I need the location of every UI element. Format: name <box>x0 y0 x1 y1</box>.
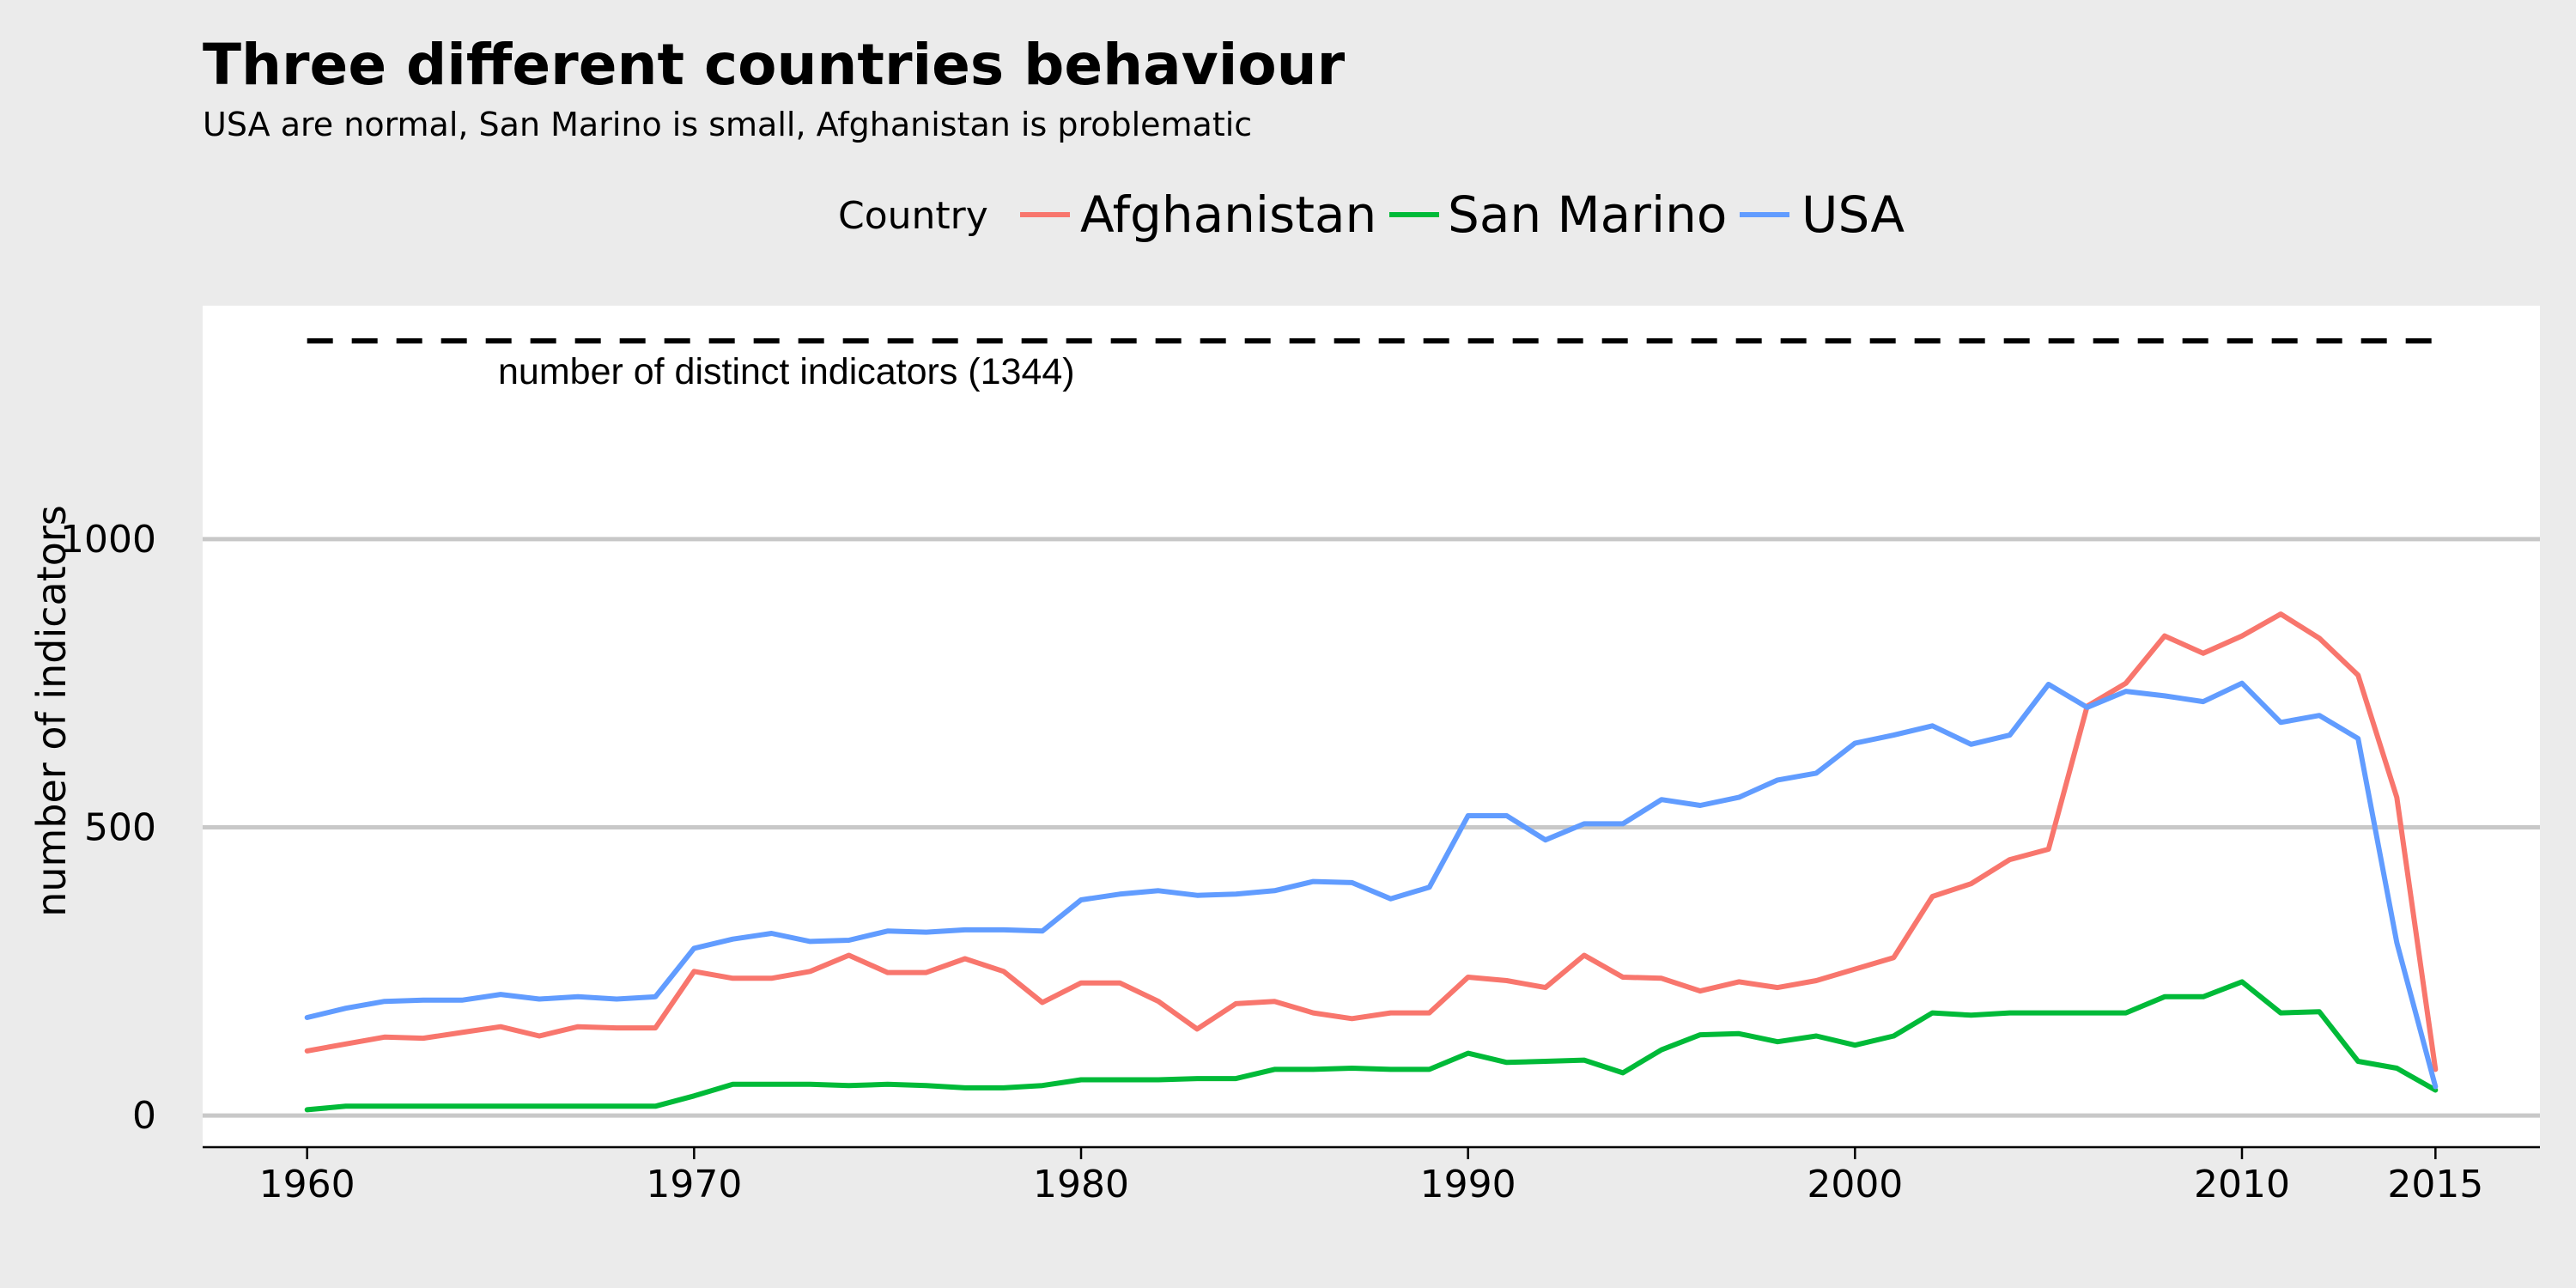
legend: Country Afghanistan San Marino USA <box>838 185 1905 244</box>
x-tick-label-1990: 1990 <box>1420 1163 1516 1206</box>
x-tick-label-1970: 1970 <box>646 1163 742 1206</box>
series-line-san-marino <box>304 979 2439 1113</box>
reference-line-label: number of distinct indicators (1344) <box>498 351 1075 392</box>
legend-label-usa: USA <box>1801 185 1905 244</box>
x-tick-label-1960: 1960 <box>259 1163 355 1206</box>
x-tick-label-1980: 1980 <box>1033 1163 1129 1206</box>
x-axis: 1960 1970 1980 1990 2000 2010 2015 <box>259 1147 2483 1206</box>
y-tick-label-500: 500 <box>84 805 156 849</box>
legend-title: Country <box>838 194 988 238</box>
legend-label-afghanistan: Afghanistan <box>1080 185 1376 244</box>
series-layer <box>304 611 2439 1113</box>
series-line-afghanistan <box>304 611 2439 1072</box>
chart-title: Three different countries behaviour <box>203 32 1346 98</box>
chart-subtitle: USA are normal, San Marino is small, Afg… <box>203 106 1252 143</box>
y-axis: 0 500 1000 <box>60 518 156 1138</box>
legend-label-san-marino: San Marino <box>1448 185 1727 244</box>
x-tick-label-2010: 2010 <box>2194 1163 2290 1206</box>
reference-line-group: number of distinct indicators (1344) <box>307 337 2436 392</box>
x-tick-label-2000: 2000 <box>1807 1163 1903 1206</box>
y-tick-label-0: 0 <box>132 1094 156 1138</box>
x-tick-label-2015: 2015 <box>2387 1163 2483 1206</box>
y-tick-label-1000: 1000 <box>60 518 156 562</box>
plot-panel <box>203 306 2540 1147</box>
series-line-usa <box>304 680 2439 1090</box>
gridlines <box>203 537 2540 1118</box>
y-axis-title: number of indicators <box>28 505 75 917</box>
